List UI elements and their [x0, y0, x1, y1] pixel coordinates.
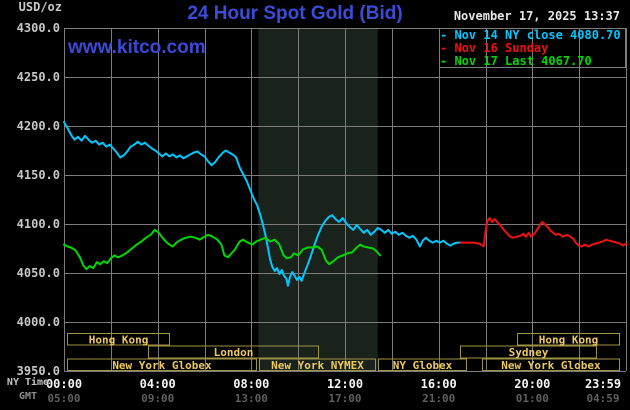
session-bar: [67, 333, 171, 346]
x-tick-label-gmt: 05:00: [47, 392, 80, 405]
y-tick-label: 4150.0: [17, 168, 60, 182]
session-bar-label: New York Globex: [501, 359, 601, 372]
nymex-session-shading: [258, 28, 378, 371]
series-line-0: [63, 121, 464, 287]
x-tick-label-gmt: 21:00: [422, 392, 455, 405]
y-tick-label: 4050.0: [17, 266, 60, 280]
session-bar-label: Sydney: [509, 346, 549, 359]
x-tick-label-ny: 08:00: [233, 377, 269, 391]
y-axis-unit-label: USD/oz: [18, 0, 62, 14]
x-tick-label-gmt: 17:00: [328, 392, 361, 405]
page-title: 24 Hour Spot Gold (Bid): [187, 3, 403, 24]
session-bar-label: London: [214, 346, 254, 359]
timestamp-label: November 17, 2025 13:37: [453, 9, 620, 23]
x-tick-label-ny: 20:00: [514, 377, 550, 391]
y-tick-label: 4000.0: [17, 315, 60, 329]
session-bar-label: Hong Kong: [89, 333, 149, 346]
session-bar-label: New York Globex: [112, 359, 212, 372]
series-line-1: [459, 217, 627, 248]
x-tick-label-ny: 23:59: [585, 377, 621, 391]
x-tick-label-gmt: 13:00: [235, 392, 268, 405]
legend-item-nov16: - Nov 16 Sunday: [440, 41, 549, 55]
session-bar: [517, 333, 620, 346]
session-bar-label: Hong Kong: [539, 333, 599, 346]
session-bar: [459, 345, 597, 359]
y-tick-label: 4300.0: [17, 21, 60, 35]
x-tick-label-gmt: 09:00: [141, 392, 174, 405]
session-bar: [481, 358, 620, 371]
y-tick-label: 3950.0: [17, 364, 60, 378]
session-bar-label: NY Globex: [393, 359, 453, 372]
legend-item-nov14: - Nov 14 NY close 4080.70: [440, 28, 621, 42]
session-bar: [148, 345, 320, 359]
y-tick-label: 4200.0: [17, 119, 60, 133]
session-bar: [67, 358, 257, 371]
x-tick-label-ny: 04:00: [140, 377, 176, 391]
x-tick-label-gmt: 04:59: [586, 392, 619, 405]
x-tick-label-ny: 12:00: [327, 377, 363, 391]
x-tick-label-gmt: 01:00: [516, 392, 549, 405]
kitco-watermark-link[interactable]: www.kitco.com: [68, 37, 206, 58]
x-axis-row-label-gmt: GMT: [18, 391, 38, 402]
x-axis-row-label-ny-time: NY Time: [6, 377, 50, 388]
y-tick-label: 4100.0: [17, 217, 60, 231]
legend-item-nov17: - Nov 17 Last 4067.70: [440, 54, 592, 68]
legend-box: [439, 28, 626, 68]
y-tick-label: 4250.0: [17, 70, 60, 84]
x-tick-label-ny: 00:00: [46, 377, 82, 391]
session-bar: [259, 358, 376, 371]
session-bar-label: New York NYMEX: [271, 359, 364, 372]
x-tick-label-ny: 16:00: [421, 377, 457, 391]
session-bar: [378, 358, 468, 371]
series-line-2: [63, 228, 382, 271]
